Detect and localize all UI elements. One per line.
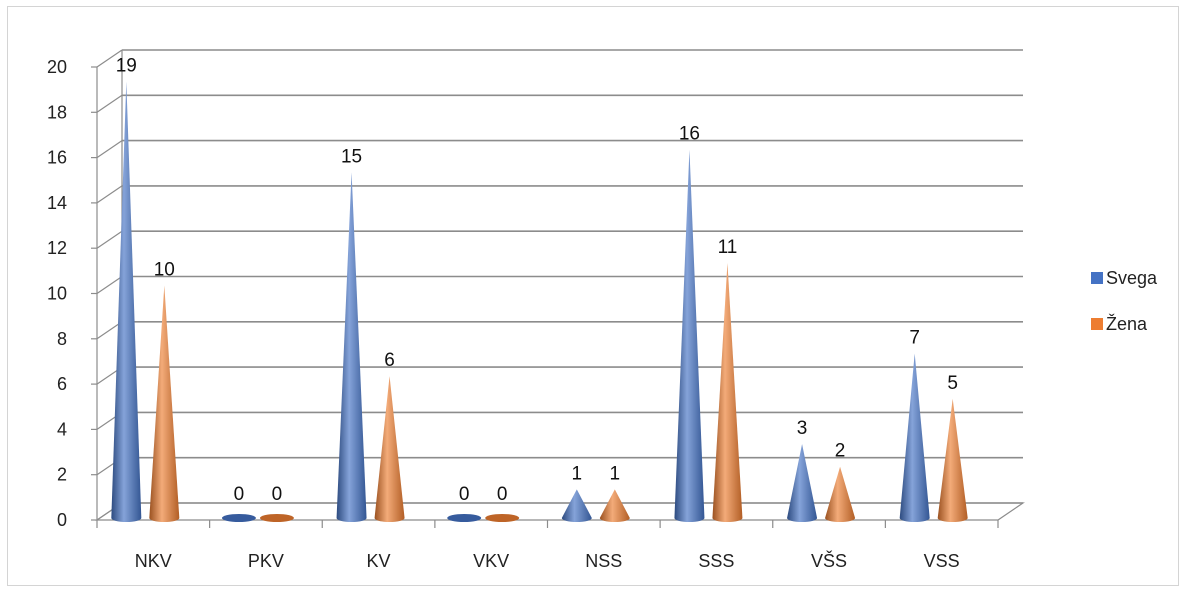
data-label: 0 xyxy=(459,484,470,505)
cone-PKV-Svega xyxy=(221,514,256,522)
x-tick-label: SSS xyxy=(698,551,734,571)
data-label: 19 xyxy=(116,56,137,77)
gridlines xyxy=(91,49,1023,521)
x-tick-label: NSS xyxy=(585,551,622,571)
data-label: 6 xyxy=(384,350,395,371)
y-axis: 0 2 4 6 8 10 12 14 16 18 20 xyxy=(47,57,67,530)
gridline xyxy=(91,320,1023,340)
x-tick-label: VSS xyxy=(924,551,960,571)
legend-label: Svega xyxy=(1106,268,1158,288)
gridline xyxy=(91,456,1023,476)
cone-NKV-Žena xyxy=(149,285,180,522)
legend: Svega Žena xyxy=(1091,268,1158,334)
y-tick-label: 0 xyxy=(57,510,67,530)
cone-NKV-Svega xyxy=(111,81,142,523)
gridline xyxy=(91,139,1023,159)
data-label: 11 xyxy=(718,237,738,258)
gridline xyxy=(91,411,1023,430)
gridline xyxy=(91,230,1023,249)
cone-VKV-Žena xyxy=(485,514,520,522)
cone-VKV-Svega xyxy=(447,514,482,522)
x-tick-label: NKV xyxy=(135,551,172,571)
data-label: 3 xyxy=(797,418,808,439)
data-label: 0 xyxy=(497,484,508,505)
y-tick-label: 4 xyxy=(57,419,67,439)
y-tick-label: 12 xyxy=(47,238,67,258)
y-tick-label: 8 xyxy=(57,329,67,349)
cone-NSS-Žena xyxy=(599,489,630,522)
x-tick-label: PKV xyxy=(248,551,284,571)
cone-KV-Svega xyxy=(336,172,367,522)
gridline xyxy=(91,94,1023,113)
y-tick-label: 6 xyxy=(57,374,67,394)
data-label: 5 xyxy=(947,373,958,394)
x-axis: NKV PKV KV VKV NSS SSS VŠS VSS xyxy=(96,520,999,571)
x-tick-label: KV xyxy=(367,551,391,571)
cone-VSS-Svega xyxy=(899,353,930,522)
y-tick-label: 14 xyxy=(47,193,67,213)
legend-entry: Svega xyxy=(1091,268,1158,288)
gridline xyxy=(91,275,1023,295)
y-tick-label: 2 xyxy=(57,465,67,485)
gridline xyxy=(91,366,1023,385)
gridline xyxy=(91,185,1023,204)
data-label: 10 xyxy=(154,260,175,281)
data-label: 1 xyxy=(610,463,621,484)
chart-walls xyxy=(95,50,1025,521)
cone-VSS-Žena xyxy=(937,398,968,522)
y-tick-label: 10 xyxy=(47,284,67,304)
cone-KV-Žena xyxy=(374,376,405,522)
y-tick-label: 20 xyxy=(47,57,67,77)
cone-VŠS-Žena xyxy=(825,466,856,522)
data-label: 2 xyxy=(835,441,846,462)
cone-VŠS-Svega xyxy=(787,444,818,522)
y-tick-label: 18 xyxy=(47,102,67,122)
data-label: 0 xyxy=(272,484,283,505)
data-label: 0 xyxy=(234,484,245,505)
legend-label: Žena xyxy=(1106,314,1148,334)
x-tick-label: VKV xyxy=(473,551,509,571)
data-label: 15 xyxy=(341,146,362,167)
gridline xyxy=(91,49,1023,68)
legend-swatch xyxy=(1091,272,1103,284)
cone-SSS-Svega xyxy=(674,149,705,522)
cone-SSS-Žena xyxy=(712,262,743,522)
x-tick-label: VŠS xyxy=(811,550,847,571)
cone-PKV-Žena xyxy=(259,514,294,522)
data-label: 1 xyxy=(572,463,583,484)
cone-NSS-Svega xyxy=(561,489,592,522)
legend-swatch xyxy=(1091,318,1103,330)
y-tick-label: 16 xyxy=(47,148,67,168)
chart-frame xyxy=(7,6,1179,586)
data-series xyxy=(111,81,968,523)
data-label: 7 xyxy=(909,327,920,348)
legend-entry: Žena xyxy=(1091,314,1148,334)
data-label: 16 xyxy=(679,124,700,145)
